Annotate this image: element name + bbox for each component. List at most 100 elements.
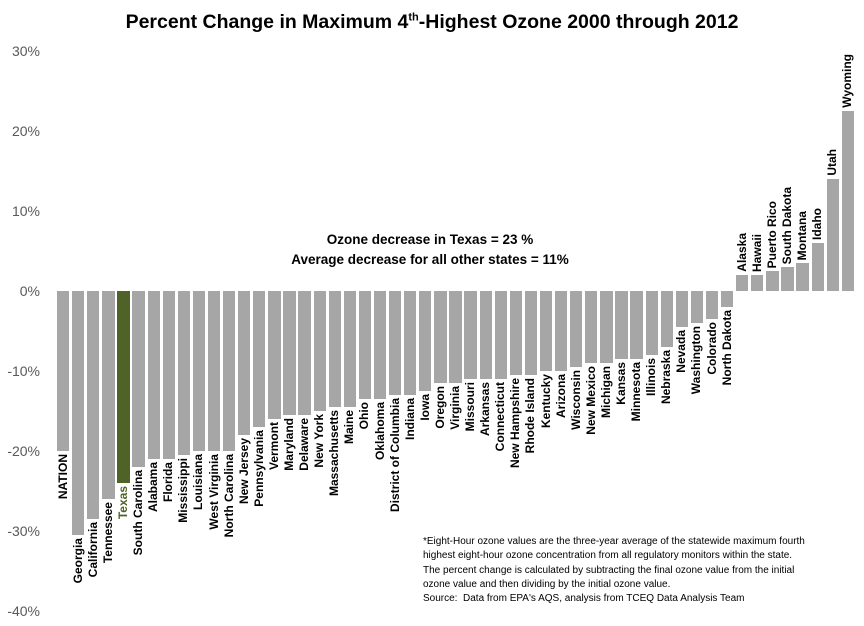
bar-label-alabama: Alabama: [146, 462, 161, 513]
bar-new-jersey: [238, 291, 251, 435]
bar-north-dakota: [720, 291, 734, 307]
bar-label-district-of-columbia: District of Columbia: [387, 398, 402, 513]
bar-montana: [796, 263, 809, 291]
bar-label-new-jersey: New Jersey: [236, 438, 251, 505]
bar-label-utah: Utah: [825, 149, 840, 176]
bar-ohio: [358, 291, 372, 399]
bar-label-kansas: Kansas: [613, 362, 628, 405]
annotation: Ozone decrease in Texas = 23 % Average d…: [230, 230, 630, 269]
bar-iowa: [419, 291, 432, 391]
bar-label-virginia: Virginia: [447, 386, 462, 430]
bar-label-north-carolina: North Carolina: [221, 454, 236, 538]
bar-utah: [826, 179, 839, 291]
bar-wyoming: [841, 111, 854, 291]
bar-label-arizona: Arizona: [553, 374, 568, 419]
bar-oregon: [434, 291, 447, 383]
bar-label-indiana: Indiana: [402, 398, 417, 441]
title-text-prefix: Percent Change in Maximum 4: [125, 11, 409, 33]
bar-label-wyoming: Wyoming: [840, 54, 855, 108]
y-axis-tick-label--40: -40%: [7, 603, 40, 619]
bar-label-north-dakota: North Dakota: [719, 310, 734, 386]
bar-alabama: [147, 291, 160, 459]
bar-rhode-island: [524, 291, 538, 375]
y-axis-tick-label--10: -10%: [7, 363, 40, 379]
annotation-line-1: Ozone decrease in Texas = 23 %: [326, 232, 534, 247]
bar-label-vermont: Vermont: [266, 422, 281, 471]
bar-district-of-columbia: [388, 291, 402, 395]
bar-georgia: [72, 291, 85, 535]
bar-mississippi: [177, 291, 191, 455]
bar-label-california: California: [85, 522, 100, 578]
bar-label-west-virginia: West Virginia: [206, 454, 221, 530]
bar-washington: [690, 291, 704, 323]
bar-label-kentucky: Kentucky: [538, 374, 553, 429]
bar-label-new-mexico: New Mexico: [583, 366, 598, 435]
bar-label-mississippi: Mississippi: [176, 458, 191, 523]
title-text-suffix: -Highest Ozone 2000 through 2012: [418, 11, 739, 33]
bar-oklahoma: [373, 291, 387, 399]
bar-new-mexico: [585, 291, 598, 363]
bar-label-nevada: Nevada: [674, 330, 689, 373]
bar-puerto-rico: [766, 271, 779, 291]
bar-label-south-dakota: South Dakota: [779, 186, 794, 264]
bar-label-minnesota: Minnesota: [629, 362, 644, 422]
bar-california: [87, 291, 100, 519]
bar-louisiana: [192, 291, 206, 451]
chart-title: Percent Change in Maximum 4th-Highest Oz…: [0, 11, 864, 34]
y-axis-tick-label--30: -30%: [7, 523, 40, 539]
bar-label-rhode-island: Rhode Island: [523, 378, 538, 454]
bar-label-tennessee: Tennessee: [100, 502, 115, 564]
y-axis-tick-label-0: 0%: [19, 283, 40, 299]
bar-label-florida: Florida: [161, 462, 176, 503]
bar-label-new-hampshire: New Hampshire: [508, 378, 523, 469]
bar-vermont: [268, 291, 281, 419]
bar-label-pennsylvania: Pennsylvania: [251, 430, 266, 507]
bar-label-washington: Washington: [689, 326, 704, 395]
bar-north-carolina: [222, 291, 236, 451]
bar-south-dakota: [781, 267, 794, 291]
bar-label-south-carolina: South Carolina: [131, 470, 146, 556]
bar-texas: [117, 291, 130, 483]
bar-nation: [57, 291, 70, 451]
footnote: *Eight-Hour ozone values are the three-y…: [423, 536, 805, 605]
bar-hawaii: [751, 275, 764, 291]
bar-virginia: [449, 291, 462, 383]
y-axis-tick-label-20: 20%: [11, 123, 40, 139]
title-superscript: th: [408, 11, 419, 24]
bar-label-oklahoma: Oklahoma: [372, 402, 387, 461]
bar-label-oregon: Oregon: [432, 386, 447, 429]
bar-label-maine: Maine: [342, 410, 357, 445]
bar-kansas: [615, 291, 628, 359]
bar-label-puerto-rico: Puerto Rico: [764, 200, 779, 268]
bar-label-texas: Texas: [116, 486, 130, 520]
bar-label-delaware: Delaware: [297, 418, 312, 471]
bar-label-arkansas: Arkansas: [478, 382, 493, 437]
bar-label-colorado: Colorado: [704, 322, 719, 375]
bar-arkansas: [479, 291, 492, 379]
bar-connecticut: [494, 291, 507, 379]
bar-idaho: [811, 243, 824, 291]
y-axis-tick-label-10: 10%: [11, 203, 40, 219]
bar-label-massachusetts: Massachusetts: [327, 410, 342, 497]
bar-minnesota: [630, 291, 643, 359]
bar-wisconsin: [570, 291, 583, 367]
bar-label-alaska: Alaska: [734, 233, 749, 272]
bar-label-montana: Montana: [795, 210, 810, 260]
bar-illinois: [645, 291, 658, 355]
annotation-line-2: Average decrease for all other states = …: [291, 251, 569, 267]
bar-label-iowa: Iowa: [417, 394, 432, 421]
bar-label-new-york: New York: [312, 414, 327, 468]
bar-tennessee: [102, 291, 115, 499]
bar-label-ohio: Ohio: [357, 402, 372, 430]
bar-colorado: [705, 291, 719, 319]
bar-label-hawaii: Hawaii: [749, 233, 764, 272]
bar-delaware: [298, 291, 311, 415]
bar-missouri: [464, 291, 477, 379]
bar-nevada: [675, 291, 688, 327]
bar-new-york: [313, 291, 326, 411]
bar-massachusetts: [328, 291, 341, 407]
bar-pennsylvania: [253, 291, 266, 427]
bar-label-nebraska: Nebraska: [659, 350, 674, 405]
bar-florida: [162, 291, 175, 459]
